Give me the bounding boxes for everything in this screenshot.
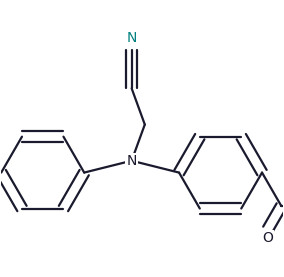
Text: O: O xyxy=(262,231,273,245)
Text: N: N xyxy=(126,31,137,45)
Text: N: N xyxy=(126,154,137,168)
